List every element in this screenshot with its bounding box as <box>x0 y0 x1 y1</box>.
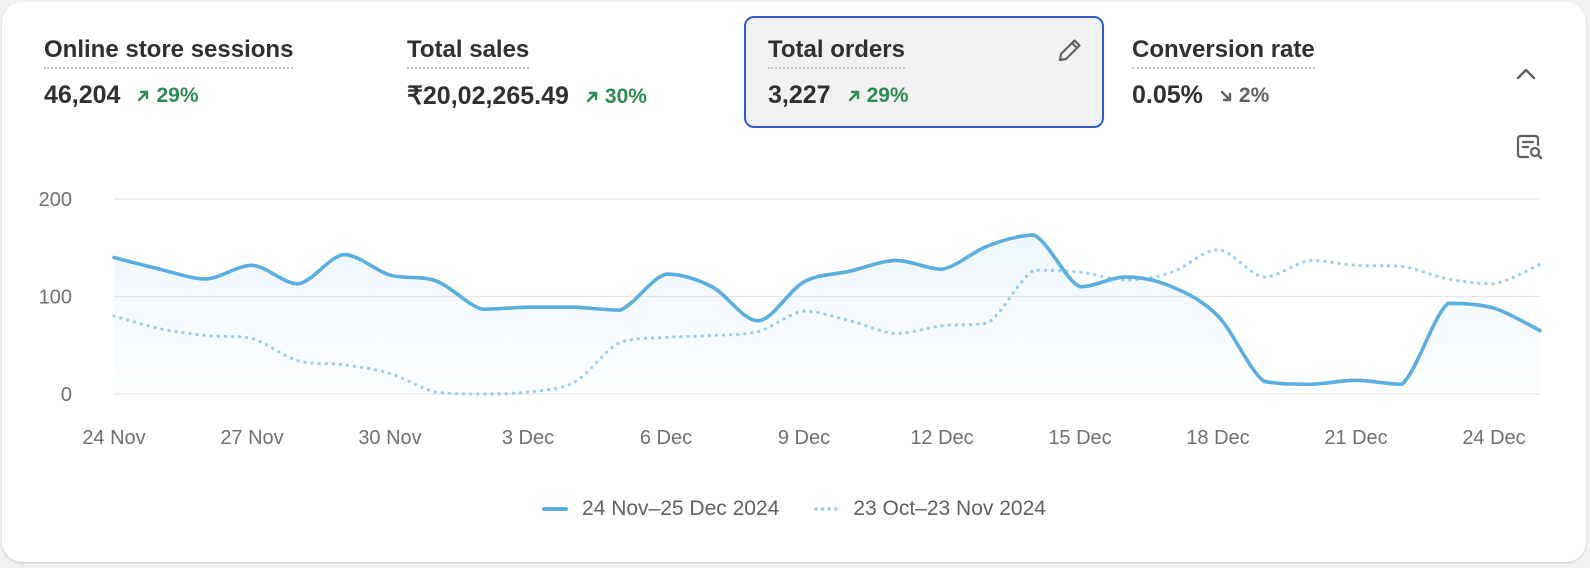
metric-title[interactable]: Total orders <box>768 36 905 69</box>
y-tick-label: 100 <box>39 287 72 309</box>
metric-value: ₹20,02,265.49 <box>407 82 569 110</box>
pencil-icon[interactable] <box>1056 36 1084 64</box>
x-tick-label: 30 Nov <box>358 427 421 449</box>
legend-item-current[interactable]: 24 Nov–25 Dec 2024 <box>542 497 779 521</box>
legend-solid-line-swatch <box>542 507 569 511</box>
metric-value: 46,204 <box>44 81 121 109</box>
legend-dotted-line-swatch <box>814 507 840 511</box>
y-tick-label: 0 <box>61 384 72 406</box>
x-tick-label: 27 Nov <box>220 427 283 449</box>
x-tick-label: 18 Dec <box>1186 427 1249 449</box>
y-tick-label: 200 <box>39 189 72 211</box>
metric-change-value: 29% <box>866 84 909 107</box>
chart-legend: 24 Nov–25 Dec 2024 23 Oct–23 Nov 2024 <box>2 494 1586 524</box>
series-area-current <box>114 235 1540 394</box>
metric-value: 3,227 <box>768 81 831 109</box>
x-tick-label: 24 Nov <box>82 427 145 449</box>
metric-change: 30% <box>585 85 647 109</box>
legend-label: 24 Nov–25 Dec 2024 <box>582 497 780 520</box>
arrow-up-right-icon <box>848 90 859 102</box>
x-tick-label: 21 Dec <box>1324 427 1387 449</box>
metric-change: 2% <box>1219 84 1269 108</box>
orders-line-chart: 0 100 200 24 Nov 27 Nov 30 Nov 3 Dec 6 Dec 9 Dec… <box>39 189 1542 449</box>
chart-search-icon[interactable] <box>1514 132 1544 162</box>
metric-change-value: 2% <box>1238 84 1270 107</box>
metric-tab-conversion-rate[interactable]: Conversion rate 0.05% 2% <box>1108 16 1468 128</box>
x-tick-label: 12 Dec <box>910 427 973 449</box>
metric-change-value: 29% <box>156 84 199 107</box>
x-tick-label: 9 Dec <box>778 427 830 449</box>
x-tick-label: 6 Dec <box>640 427 692 449</box>
x-tick-label: 15 Dec <box>1048 427 1111 449</box>
arrow-up-right-icon <box>586 91 598 103</box>
metric-change: 29% <box>847 84 909 108</box>
legend-item-previous[interactable]: 23 Oct–23 Nov 2024 <box>813 497 1046 521</box>
arrow-up-right-icon <box>138 90 149 102</box>
metric-tab-total-orders[interactable]: Total orders 3,227 29% <box>744 16 1104 128</box>
metric-tabs: Online store sessions 46,204 29% Total s… <box>20 16 1480 128</box>
chevron-up-icon[interactable] <box>1512 60 1540 88</box>
metric-tab-total-sales[interactable]: Total sales ₹20,02,265.49 30% <box>383 16 743 128</box>
metric-title[interactable]: Online store sessions <box>44 36 294 69</box>
x-tick-label: 24 Dec <box>1462 427 1525 449</box>
x-tick-label: 3 Dec <box>502 427 554 449</box>
metric-change-value: 30% <box>604 85 647 108</box>
metric-tab-online-store-sessions[interactable]: Online store sessions 46,204 29% <box>20 16 380 128</box>
metric-change: 29% <box>136 84 199 108</box>
metric-title[interactable]: Conversion rate <box>1132 36 1315 69</box>
metric-value: 0.05% <box>1132 81 1203 109</box>
series-line-current[interactable] <box>112 233 1542 387</box>
arrow-down-right-icon <box>1220 90 1232 102</box>
metric-title[interactable]: Total sales <box>407 36 530 69</box>
legend-label: 23 Oct–23 Nov 2024 <box>853 497 1046 520</box>
